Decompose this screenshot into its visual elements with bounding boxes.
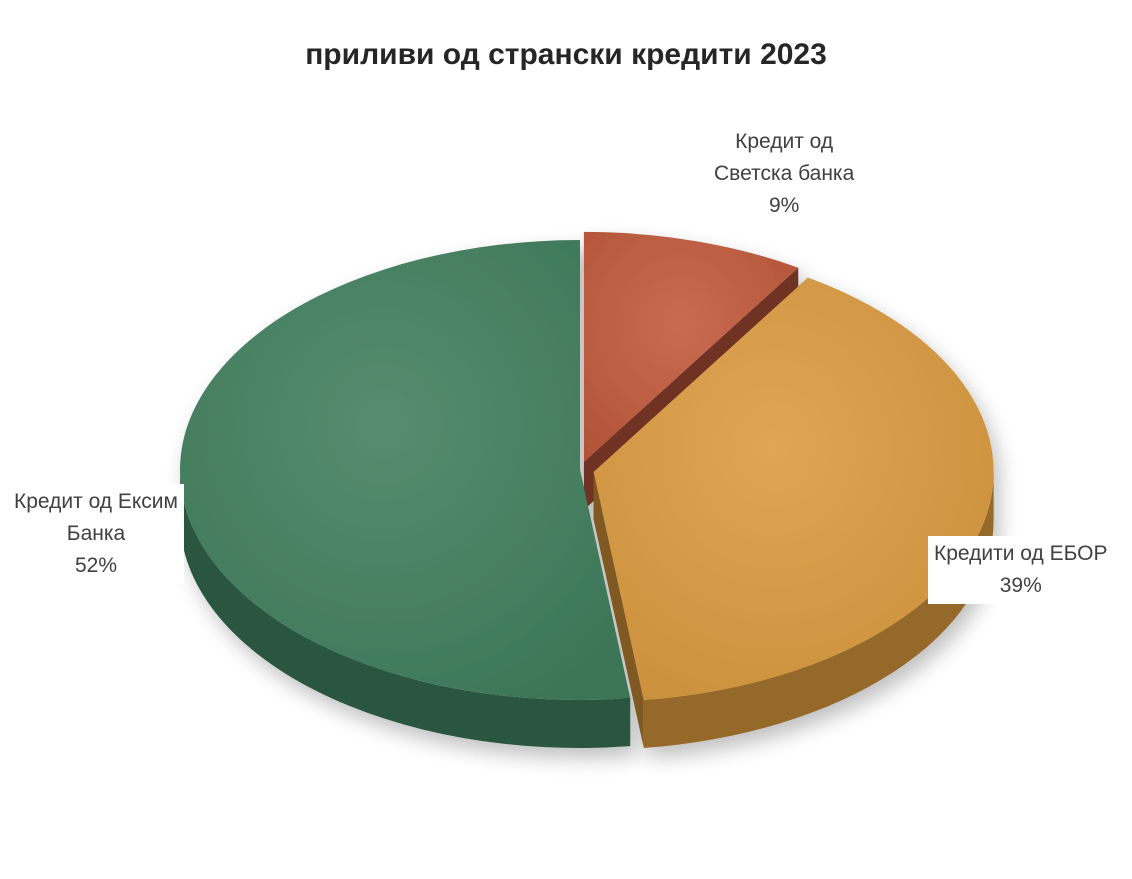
slice-value-label: 9% — [768, 194, 800, 217]
slice-label-line: Светска банка — [714, 162, 855, 185]
slice-label-line: Банка — [66, 522, 126, 545]
chart-title: приливи од странски кредити 2023 — [305, 38, 827, 71]
slice-label-eksim-banka: Кредит од Ексим Банка 52% — [8, 484, 184, 584]
slice-value-label: 39% — [999, 574, 1042, 597]
slice-side-1 — [643, 471, 994, 749]
pie-slice-1 — [593, 277, 994, 701]
slice-label-svetska-banka: Кредит од Светска банка 9% — [708, 124, 861, 224]
slice-label-ebor: Кредити од ЕБОР 39% — [928, 536, 1114, 604]
slice-label-line: Кредити од ЕБОР — [934, 542, 1108, 565]
pie-slice-2 — [179, 240, 631, 700]
slice-value-label: 52% — [74, 554, 117, 577]
slice-cut-1-1 — [593, 471, 644, 749]
slice-label-line: Кредит од Ексим — [14, 490, 178, 513]
slice-label-line: Кредит од — [735, 130, 834, 153]
pie-slice-0 — [583, 231, 799, 462]
slice-side-2 — [180, 470, 631, 748]
